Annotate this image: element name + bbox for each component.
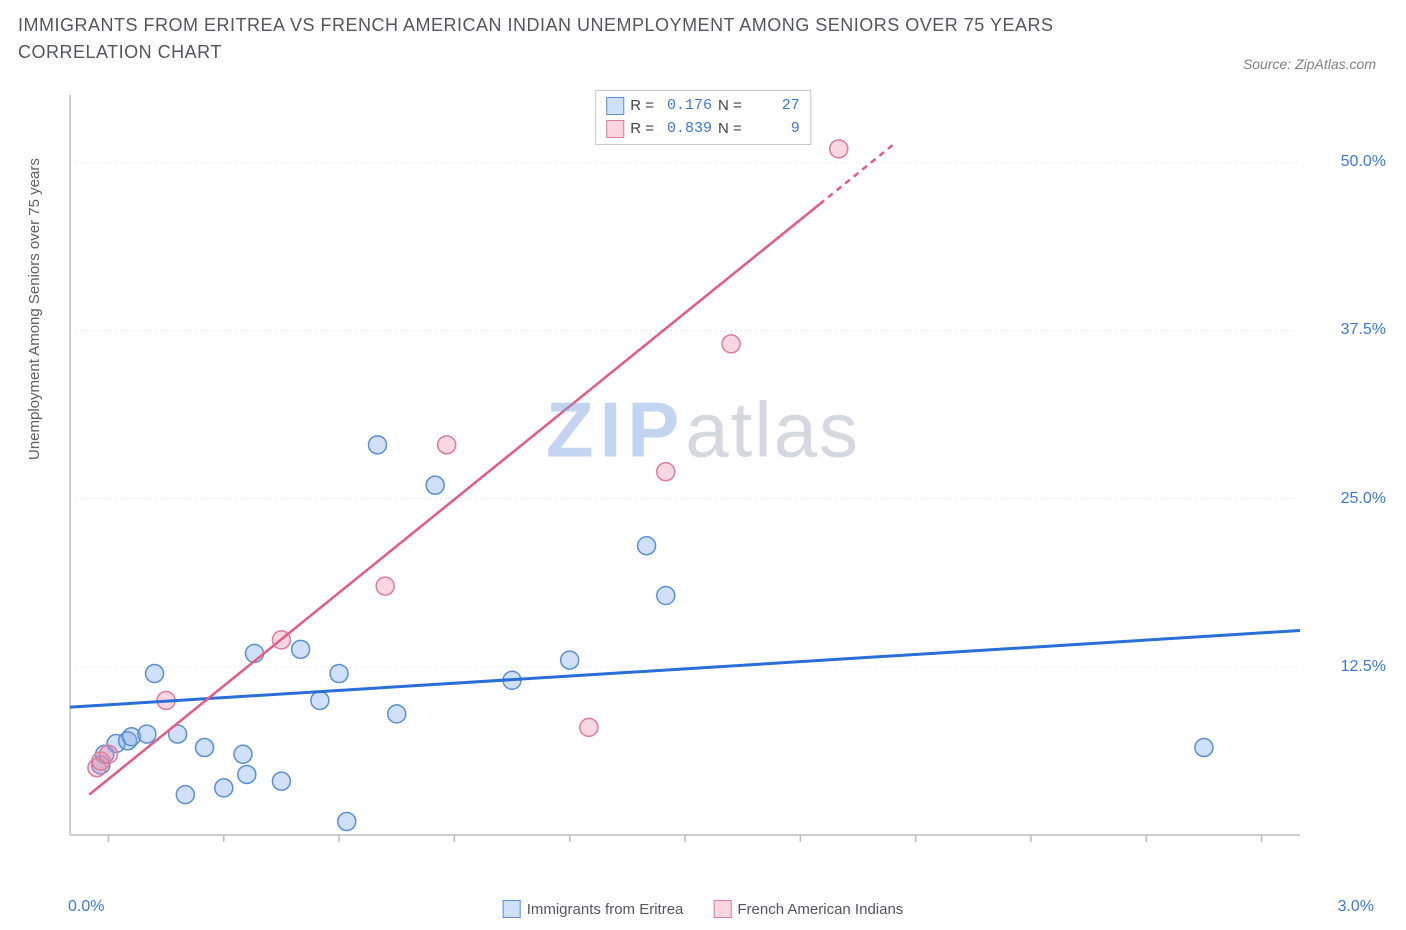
y-tick-label: 50.0%	[1341, 153, 1386, 171]
legend-swatch-blue	[606, 97, 624, 115]
x-tick-min: 0.0%	[68, 898, 104, 916]
y-axis-label: Unemployment Among Seniors over 75 years	[26, 158, 43, 460]
source-label: Source: ZipAtlas.com	[1243, 56, 1376, 72]
correlation-legend: R = 0.176 N = 27 R = 0.839 N = 9	[595, 90, 811, 145]
r-value: 0.176	[664, 95, 712, 118]
legend-row: R = 0.176 N = 27	[606, 95, 800, 118]
chart-title: IMMIGRANTS FROM ERITREA VS FRENCH AMERIC…	[18, 12, 1168, 66]
legend-item: Immigrants from Eritrea	[503, 900, 684, 918]
y-tick-label: 12.5%	[1341, 658, 1386, 676]
legend-swatch-pink	[713, 900, 731, 918]
n-value: 9	[752, 118, 800, 141]
legend-row: R = 0.839 N = 9	[606, 118, 800, 141]
legend-label: Immigrants from Eritrea	[527, 901, 684, 918]
series-legend: Immigrants from Eritrea French American …	[503, 900, 904, 918]
plot-area	[60, 85, 1370, 865]
n-label: N =	[718, 118, 742, 141]
legend-item: French American Indians	[713, 900, 903, 918]
legend-swatch-blue	[503, 900, 521, 918]
scatter-svg	[60, 85, 1370, 865]
r-label: R =	[630, 95, 654, 118]
n-value: 27	[752, 95, 800, 118]
x-tick-max: 3.0%	[1338, 898, 1374, 916]
r-label: R =	[630, 118, 654, 141]
legend-label: French American Indians	[737, 901, 903, 918]
y-tick-label: 25.0%	[1341, 490, 1386, 508]
y-tick-label: 37.5%	[1341, 321, 1386, 339]
n-label: N =	[718, 95, 742, 118]
legend-swatch-pink	[606, 120, 624, 138]
r-value: 0.839	[664, 118, 712, 141]
